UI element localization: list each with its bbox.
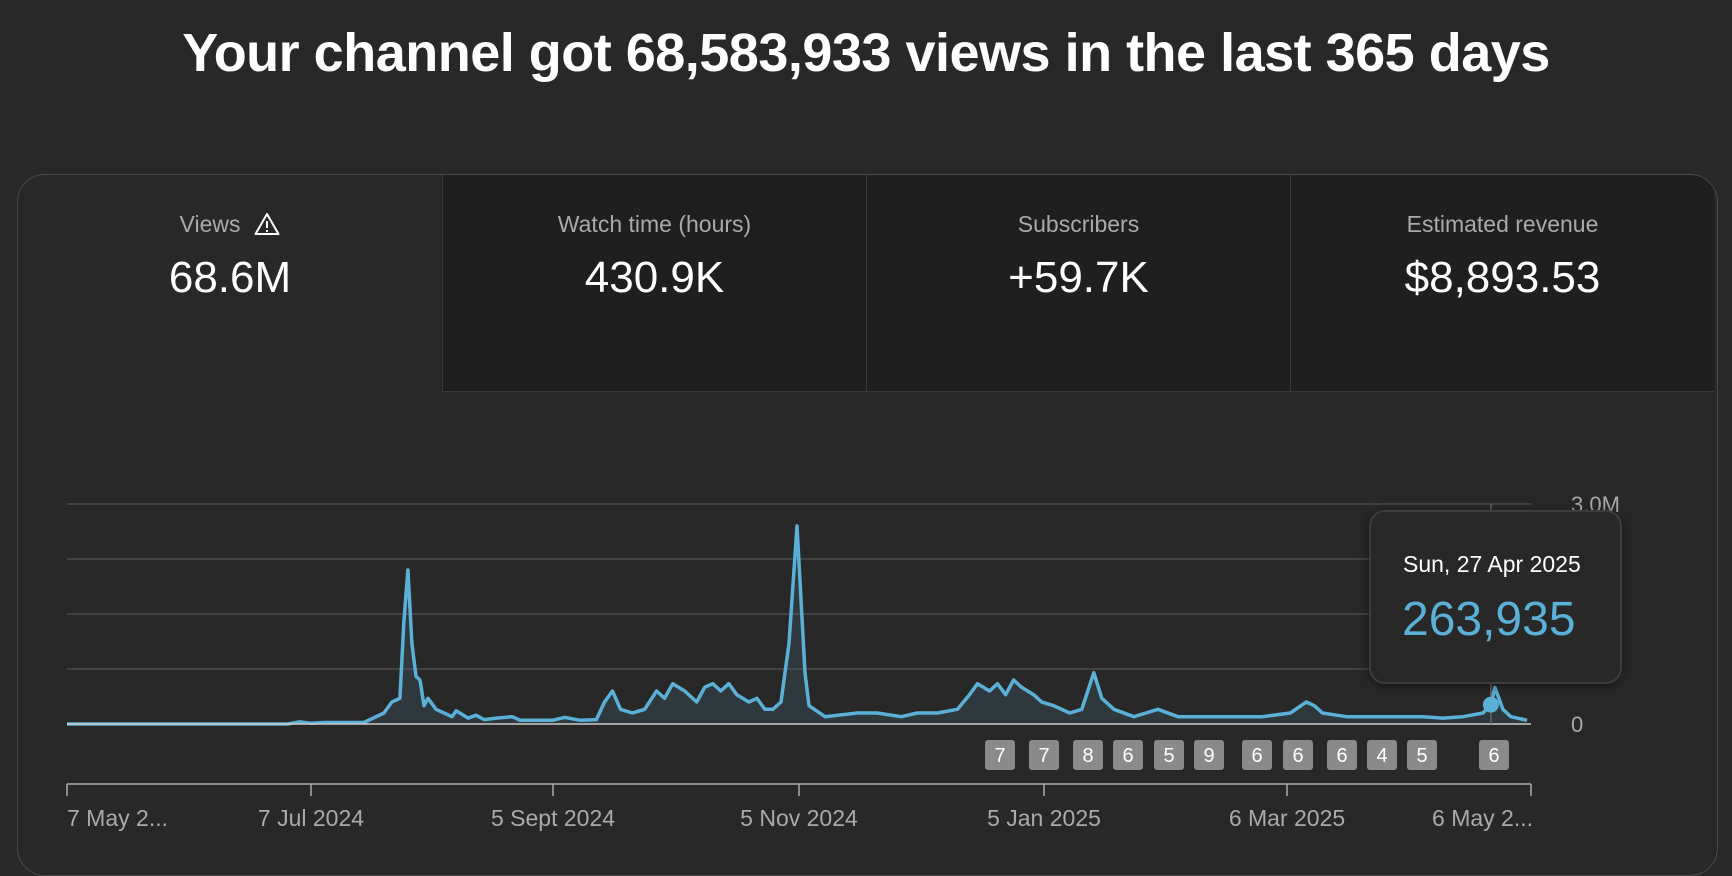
tab-views-value: 68.6M [168,253,292,302]
x-tick-label-0: 7 May 2... [67,805,168,831]
upload-marker-3 [1113,740,1143,770]
tab-subscribers-value: +59.7K [1008,253,1149,302]
x-tick-label-5: 6 Mar 2025 [1229,805,1345,831]
upload-marker-label-10: 5 [1416,745,1427,767]
warning-icon[interactable] [254,212,280,242]
tab-watch-time-value: 430.9K [584,253,725,302]
upload-marker-10 [1407,740,1437,770]
y-tick-label-zero: 0 [1571,712,1583,737]
tab-revenue-value: $8,893.53 [1404,253,1601,302]
upload-marker-5 [1194,740,1224,770]
tab-estimated-revenue[interactable]: Estimated revenue $8,893.53 [1290,175,1714,392]
upload-marker-label-2: 8 [1082,745,1093,767]
y-tick-label-top: 3.0M [1571,492,1620,517]
upload-marker-8 [1327,740,1357,770]
upload-marker-0 [985,740,1015,770]
x-tick-label-4: 5 Jan 2025 [987,805,1101,831]
upload-marker-label-1: 7 [1038,745,1049,767]
x-tick-label-1: 7 Jul 2024 [258,805,364,831]
upload-marker-label-5: 9 [1203,745,1214,767]
upload-marker-label-0: 7 [994,745,1005,767]
upload-marker-11 [1479,740,1509,770]
upload-marker-label-8: 6 [1336,745,1347,767]
views-line [67,524,1528,726]
tab-revenue-label: Estimated revenue [1406,211,1599,237]
upload-marker-6 [1242,740,1272,770]
x-tick-label-2: 5 Sept 2024 [491,805,615,831]
tab-subscribers[interactable]: Subscribers +59.7K [866,175,1290,392]
views-chart: 3.0M 0 7 7 8 6 5 9 6 6 6 4 5 6 7 May 2... 7 Jul 2024 5 S… [0,0,1732,848]
upload-marker-label-4: 5 [1163,745,1174,767]
tab-subscribers-label: Subscribers [1017,211,1140,237]
tab-watch-time[interactable]: Watch time (hours) 430.9K [442,175,866,392]
upload-marker-4 [1154,740,1184,770]
upload-marker-label-7: 6 [1292,745,1303,767]
page-headline: Your channel got 68,583,933 views in the… [182,23,1550,83]
upload-marker-label-6: 6 [1251,745,1262,767]
tab-views-label: Views [179,211,241,237]
upload-marker-2 [1073,740,1103,770]
tab-views-label-row: Views [18,211,442,242]
upload-marker-label-9: 4 [1376,745,1387,767]
highlight-point [1482,696,1499,713]
tab-watch-time-label: Watch time (hours) [557,211,752,237]
views-area [67,526,1527,724]
x-tick-label-6: 6 May 2... [1432,805,1533,831]
x-tick-label-3: 5 Nov 2024 [740,805,858,831]
upload-marker-label-3: 6 [1122,745,1133,767]
tab-views[interactable]: Views 68.6M [18,175,442,392]
metric-tabs: Views 68.6M Watch time (hours) 430.9K Su… [18,175,1717,392]
upload-marker-label-11: 6 [1488,745,1499,767]
upload-marker-7 [1283,740,1313,770]
upload-marker-9 [1367,740,1397,770]
upload-marker-1 [1029,740,1059,770]
views-chart-svg[interactable]: 3.0M 0 7 7 8 6 5 9 6 6 6 4 5 6 7 May 2... 7 Jul 2024 5 S… [0,0,1732,848]
